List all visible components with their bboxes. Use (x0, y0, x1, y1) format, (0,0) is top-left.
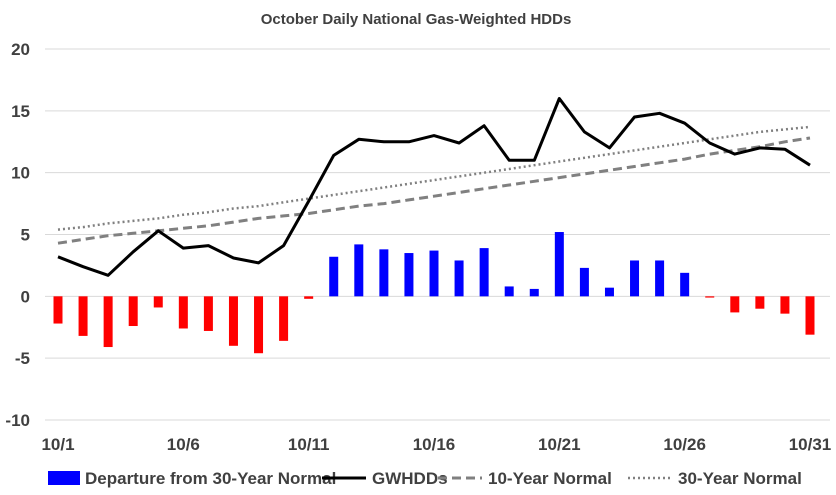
x-tick-label: 10/16 (413, 435, 456, 454)
x-tick-label: 10/31 (789, 435, 832, 454)
departure-bar (329, 256, 339, 297)
x-tick-label: 10/1 (41, 435, 74, 454)
legend-item: Departure from 30-Year Normal (48, 469, 336, 488)
legend-item: 30-Year Normal (628, 469, 802, 488)
departure-bar (630, 260, 640, 297)
departure-bar (730, 296, 740, 313)
departure-bar (404, 253, 414, 297)
x-tick-label: 10/21 (538, 435, 581, 454)
departure-bar (529, 288, 539, 297)
y-tick-label: 15 (11, 102, 30, 121)
x-axis-ticks: 10/1 10/6 10/11 10/16 10/21 10/26 10/31 (41, 435, 831, 454)
y-tick-label: -5 (15, 349, 30, 368)
departure-bar (705, 296, 715, 298)
legend-label: 30-Year Normal (678, 469, 802, 488)
chart-title: October Daily National Gas-Weighted HDDs (261, 11, 572, 28)
departure-bar (78, 296, 88, 336)
legend-item: GWHDDs (322, 469, 448, 488)
legend-item: 10-Year Normal (438, 469, 612, 488)
series-line-gwhdds (57, 97, 811, 277)
y-tick-label: 10 (11, 164, 30, 183)
series-line-30-year-normal (57, 125, 811, 231)
y-axis-ticks: -10 -5 0 5 10 15 20 (5, 40, 30, 430)
departure-bar (53, 296, 63, 324)
legend-swatch (48, 471, 80, 485)
legend-label: GWHDDs (372, 469, 448, 488)
x-tick-label: 10/26 (663, 435, 706, 454)
departure-bar (254, 296, 264, 354)
departure-bar (479, 248, 489, 297)
departure-bar (805, 296, 815, 335)
legend-label: Departure from 30-Year Normal (85, 469, 336, 488)
departure-bar (429, 250, 439, 297)
gridlines (45, 48, 830, 421)
departure-bar (153, 296, 163, 308)
departure-bar (780, 296, 790, 314)
legend: Departure from 30-Year Normal GWHDDs 10-Ye… (48, 469, 802, 488)
departure-bar (504, 286, 514, 297)
y-tick-label: -10 (5, 411, 30, 430)
y-tick-label: 20 (11, 40, 30, 59)
departure-bar (604, 287, 614, 297)
departure-bar (655, 260, 665, 297)
y-tick-label: 5 (21, 226, 30, 245)
departure-bar (203, 296, 213, 331)
departure-bar (103, 296, 113, 348)
departure-bar (554, 232, 564, 297)
x-tick-label: 10/11 (288, 435, 330, 454)
departure-bar (128, 296, 138, 327)
departure-bar (354, 244, 364, 297)
departure-bar (228, 296, 238, 346)
y-tick-label: 0 (21, 287, 30, 306)
departure-bar (454, 260, 464, 297)
departure-bar (680, 272, 690, 297)
departure-bar (379, 249, 389, 297)
departure-bar (178, 296, 188, 329)
departure-bar (755, 296, 765, 309)
departure-bars (53, 232, 815, 354)
departure-bar (279, 296, 289, 341)
x-tick-label: 10/6 (167, 435, 200, 454)
departure-bar (304, 296, 314, 299)
legend-label: 10-Year Normal (488, 469, 612, 488)
departure-bar (579, 267, 589, 297)
series-lines (57, 97, 811, 277)
series-line-10-year-normal (57, 136, 811, 245)
